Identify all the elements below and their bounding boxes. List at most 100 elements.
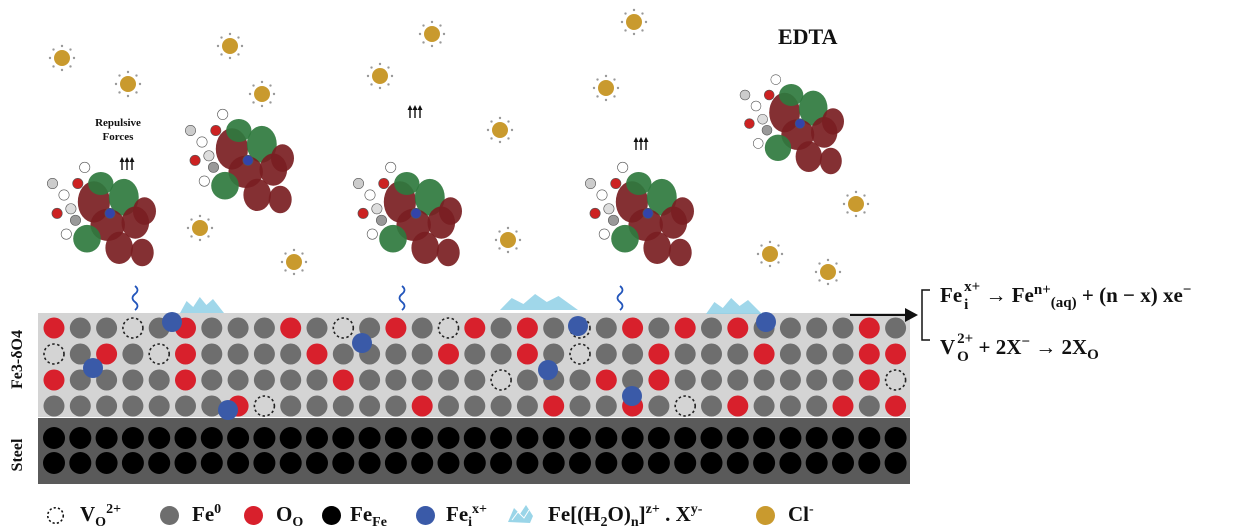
fe0-atom xyxy=(674,369,696,391)
atom xyxy=(79,161,91,173)
fe0-atom xyxy=(490,395,512,417)
fe0-atom xyxy=(122,369,144,391)
fe-fe-atom xyxy=(647,452,670,474)
fe-fe-atom xyxy=(121,452,144,474)
orbital-lobe xyxy=(105,231,133,264)
chloride-halo-dot xyxy=(186,226,190,230)
legend: VO2+ Fe0 OO FeFe Feix+ Fe[(H2O)n]z+ . Xy… xyxy=(0,496,1258,531)
fe-complex xyxy=(706,298,762,314)
oxygen-vacancy xyxy=(884,369,907,391)
fe0-atom xyxy=(701,369,722,391)
chloride-ion xyxy=(626,14,642,30)
fe-fe-atom xyxy=(279,452,302,474)
orbital-lobe xyxy=(271,144,294,172)
fe0-atom xyxy=(43,395,65,417)
fe0-atom xyxy=(359,369,381,391)
chloride-halo-dot xyxy=(777,261,780,264)
orbital-lobe xyxy=(822,108,844,135)
chloride-halo-dot xyxy=(126,70,130,74)
chloride-halo-dot xyxy=(118,91,121,94)
fe0-atom xyxy=(779,395,801,417)
fe0-atom xyxy=(464,395,486,417)
fe-fe-atom xyxy=(463,452,486,474)
chloride-ion xyxy=(286,254,302,270)
interstitial-fe-ion xyxy=(352,333,372,353)
fe-fe-atom xyxy=(200,452,223,474)
oxygen-atom xyxy=(858,343,880,365)
atom xyxy=(366,228,378,240)
chloride-halo-dot xyxy=(506,250,510,254)
chloride-halo-dot xyxy=(135,74,138,77)
chloride-halo-dot xyxy=(60,68,64,72)
fe0-atom xyxy=(280,395,302,417)
fe0-atom xyxy=(359,395,381,417)
chloride-halo-dot xyxy=(237,53,240,56)
fe-fe-atom xyxy=(621,452,644,474)
chloride-halo-dot xyxy=(69,48,72,51)
atom xyxy=(378,178,390,189)
atom xyxy=(598,228,610,240)
fe0-atom xyxy=(201,369,223,391)
fe-fe-atom xyxy=(779,452,802,474)
chloride-halo-dot xyxy=(613,78,616,81)
orbital-lobe xyxy=(246,125,277,163)
fe0-atom xyxy=(280,343,302,365)
atom xyxy=(410,207,422,219)
fe0-atom xyxy=(385,395,407,417)
fe0-atom xyxy=(885,317,907,339)
interstitial-fe-ion xyxy=(83,358,103,378)
chloride-ions xyxy=(48,8,870,286)
up-arrow-head xyxy=(638,137,644,142)
fe-fe-atom xyxy=(411,427,434,449)
fe0-atom xyxy=(332,343,354,365)
fe-fe-atom xyxy=(805,427,828,449)
fe-fe-atom xyxy=(43,452,65,474)
chloride-halo-dot xyxy=(439,41,442,44)
atom xyxy=(217,108,229,120)
up-arrow-head xyxy=(119,157,125,162)
fe0-atom xyxy=(227,369,249,391)
chloride-halo-dot xyxy=(190,218,193,221)
fe-fe-atom xyxy=(43,427,65,449)
chloride-halo-dot xyxy=(114,82,118,86)
fe-fe-atom xyxy=(700,452,723,474)
repulsion-arrows xyxy=(119,105,649,170)
chloride-halo-dot xyxy=(118,74,121,77)
edta-molecules xyxy=(47,74,844,267)
chloride-halo-dot xyxy=(498,247,501,250)
chloride-halo-dot xyxy=(604,98,608,102)
chloride-ion xyxy=(424,26,440,42)
fe0-atom xyxy=(622,343,644,365)
chloride-halo-dot xyxy=(620,20,624,24)
chloride-halo-dot xyxy=(780,252,784,256)
chloride-ion xyxy=(254,86,270,102)
chloride-halo-dot xyxy=(304,260,308,264)
chloride-halo-dot xyxy=(768,264,772,268)
fe0-atom xyxy=(832,317,854,339)
orbital-lobe xyxy=(130,238,154,267)
chloride-halo-dot xyxy=(507,120,510,123)
atom xyxy=(47,178,58,189)
chloride-halo-dot xyxy=(220,53,223,56)
legend-vacancy: VO2+ xyxy=(80,502,122,531)
interstitial-fe-ion xyxy=(622,386,642,406)
atom xyxy=(744,118,755,129)
atom xyxy=(642,207,654,219)
atom xyxy=(203,150,215,162)
chloride-halo-dot xyxy=(207,235,210,238)
oxygen-atom xyxy=(885,343,907,365)
oxygen-vacancy xyxy=(122,317,144,339)
fe-complex xyxy=(180,297,224,313)
fe0-atom xyxy=(464,343,486,365)
chloride-halo-dot xyxy=(515,230,518,233)
chloride-halo-dot xyxy=(814,270,818,274)
chloride-halo-dot xyxy=(616,86,620,90)
oxide-atoms xyxy=(43,317,907,417)
atom xyxy=(185,125,196,136)
atom xyxy=(51,207,63,219)
up-arrow-head xyxy=(129,157,135,162)
adsorption-link xyxy=(616,285,624,311)
fei-swatch xyxy=(416,506,435,525)
fe-fe-atom xyxy=(516,452,539,474)
fe0-atom xyxy=(227,317,249,339)
